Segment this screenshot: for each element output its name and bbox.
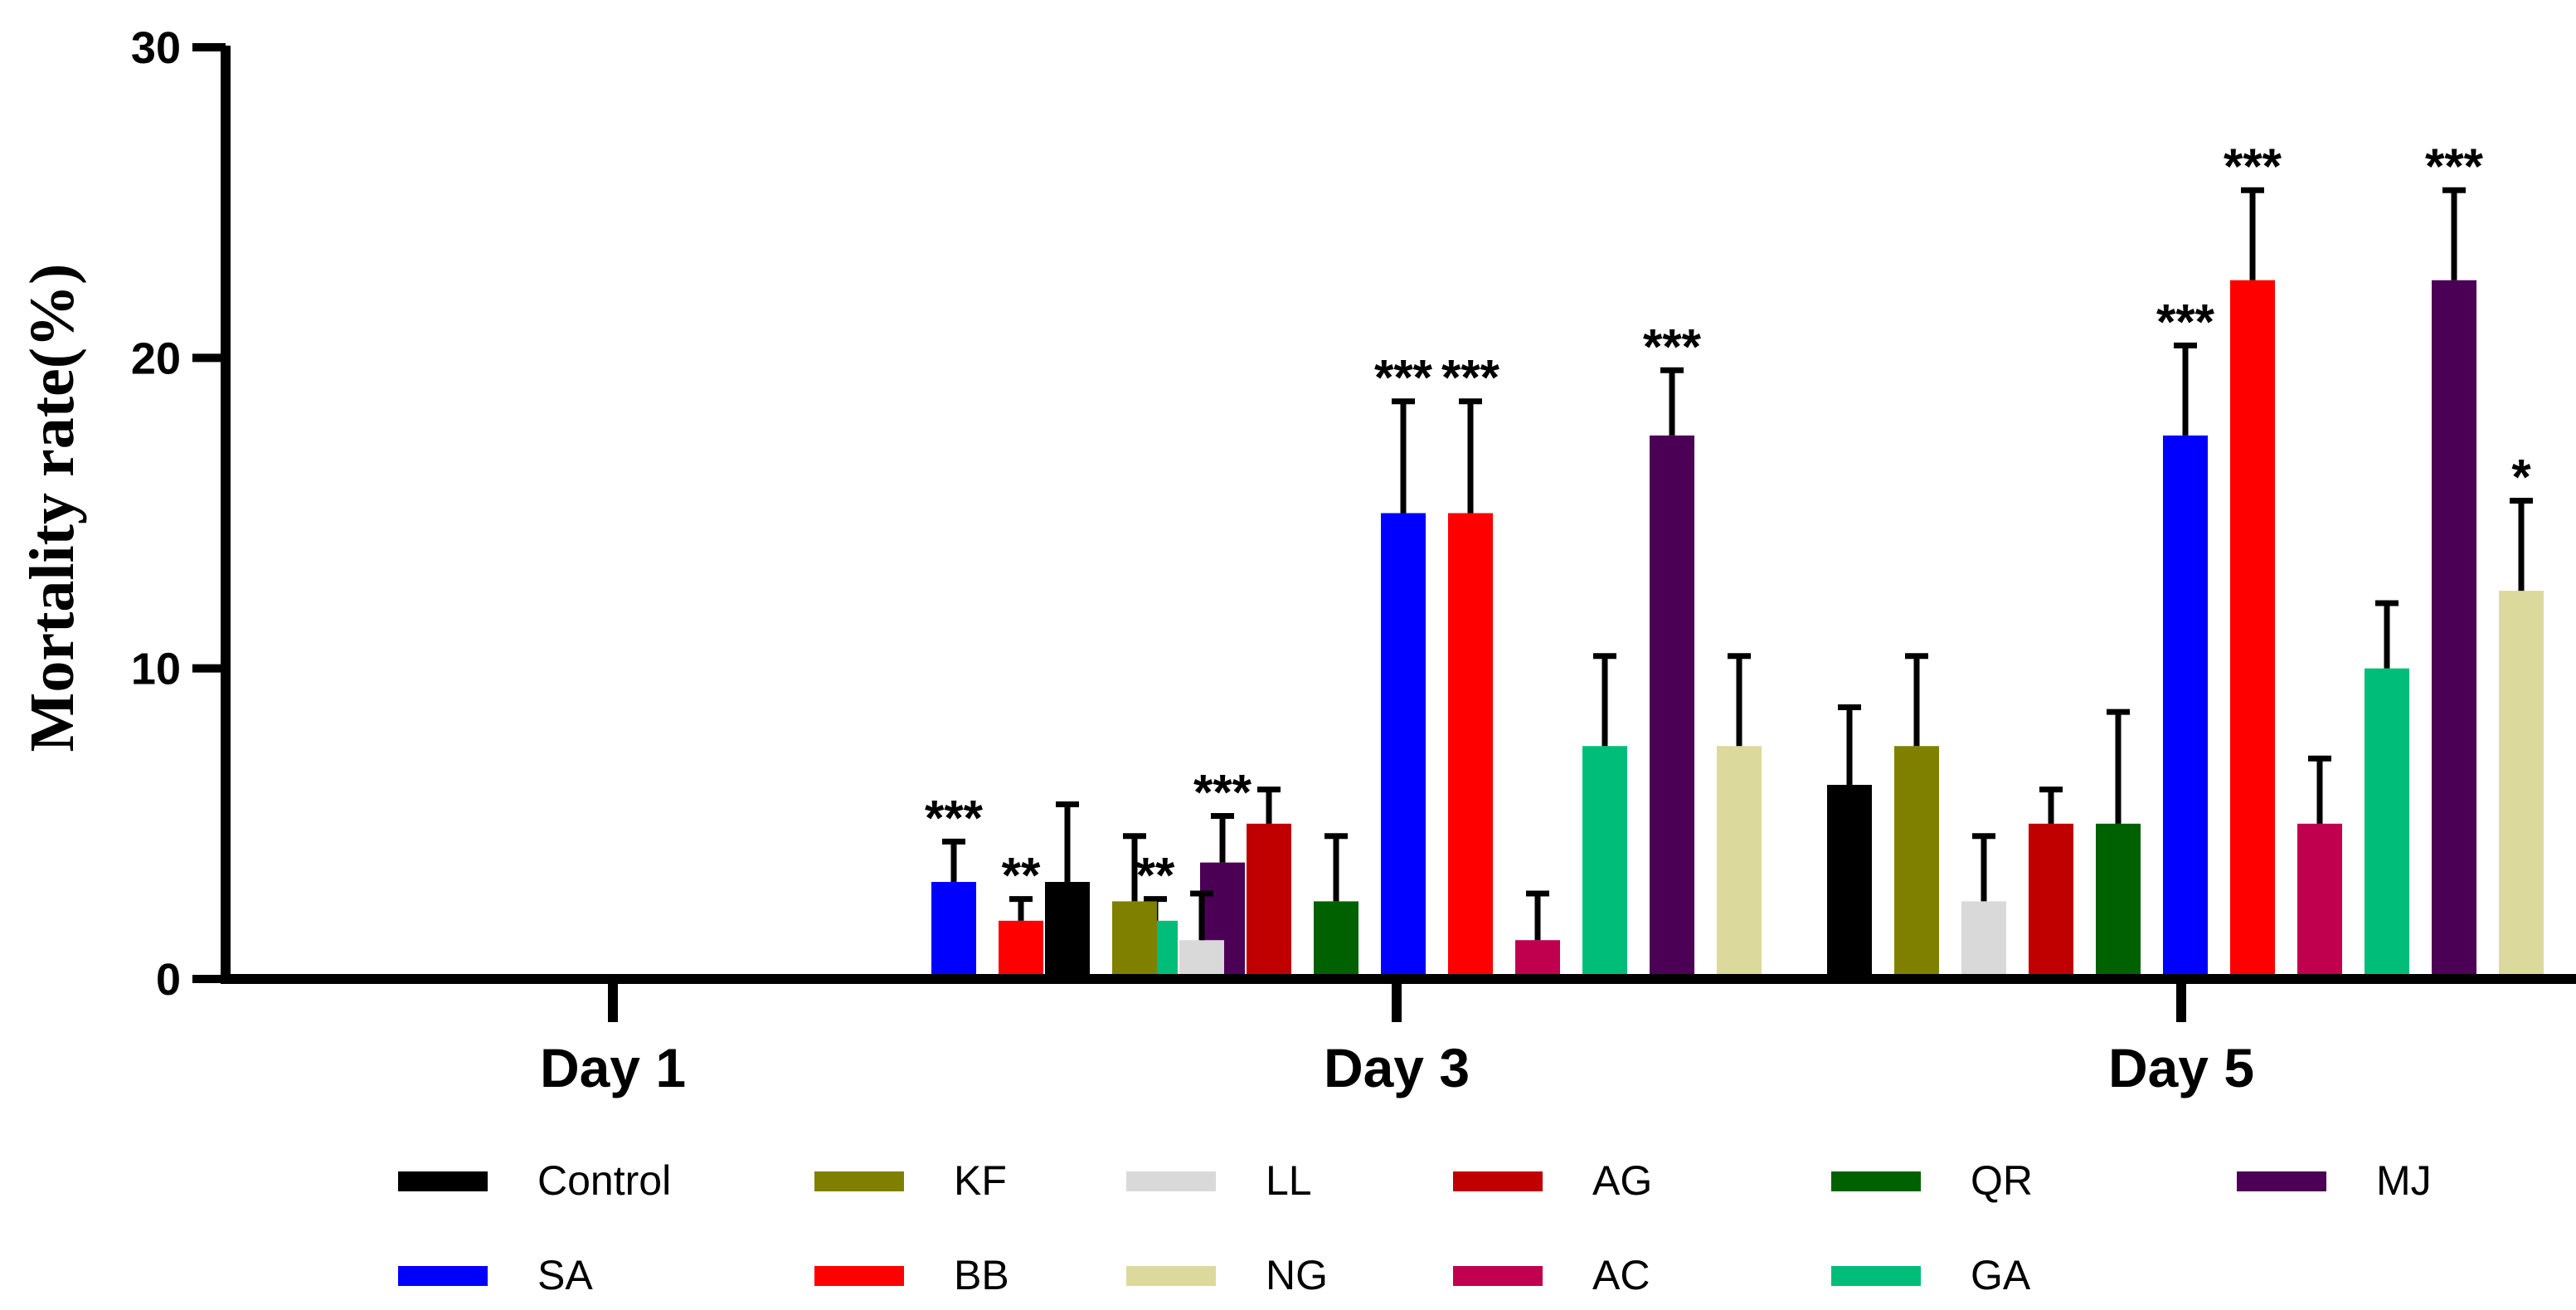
legend-swatch xyxy=(1126,1171,1216,1191)
significance-label: *** xyxy=(2224,139,2282,194)
significance-label: *** xyxy=(2156,294,2215,349)
legend-label: AG xyxy=(1592,1157,1652,1204)
y-tick-label: 10 xyxy=(131,645,181,694)
legend-label: BB xyxy=(954,1252,1009,1298)
legend-swatch xyxy=(1453,1171,1543,1191)
significance-label: *** xyxy=(1374,350,1433,406)
bar xyxy=(2096,823,2141,974)
bar xyxy=(2029,823,2073,974)
y-tick-label: 30 xyxy=(131,23,181,73)
bar xyxy=(1112,901,1157,974)
legend-swatch xyxy=(814,1171,904,1191)
bar xyxy=(2365,668,2409,974)
x-tick-label: Day 1 xyxy=(540,1037,686,1098)
y-tick-label: 20 xyxy=(131,334,181,383)
bar xyxy=(1515,940,1560,974)
legend-swatch xyxy=(398,1171,488,1191)
significance-label: * xyxy=(2511,450,2531,505)
legend-swatch xyxy=(398,1266,488,1286)
bar xyxy=(2499,591,2544,974)
legend-swatch xyxy=(1831,1171,1921,1191)
bar xyxy=(2230,280,2275,974)
bar xyxy=(1045,882,1090,974)
significance-label: *** xyxy=(925,790,984,845)
bar xyxy=(1448,513,1493,974)
legend: Control KF LL AG QR MJ SA BB NG AC GA xyxy=(398,1157,2432,1298)
bar xyxy=(1582,746,1627,974)
legend-label: GA xyxy=(1971,1252,2031,1298)
bar xyxy=(999,920,1043,974)
y-tick-label: 0 xyxy=(156,955,181,1005)
bar xyxy=(2297,823,2342,974)
legend-label: Control xyxy=(537,1157,671,1204)
bar xyxy=(1247,823,1291,974)
legend-swatch xyxy=(2237,1171,2326,1191)
legend-swatch xyxy=(1831,1266,1921,1286)
x-tick-label: Day 5 xyxy=(2108,1037,2254,1098)
legend-label: MJ xyxy=(2376,1157,2432,1204)
significance-label: *** xyxy=(1643,319,1702,374)
bar xyxy=(1827,785,1872,974)
legend-label: AC xyxy=(1592,1252,1650,1298)
legend-swatch xyxy=(1453,1266,1543,1286)
bar xyxy=(1381,513,1426,974)
significance-label: *** xyxy=(1441,350,1500,406)
bar xyxy=(1961,901,2006,974)
significance-label: *** xyxy=(1193,764,1252,820)
legend-label: KF xyxy=(954,1157,1007,1204)
legend-label: NG xyxy=(1266,1252,1328,1298)
legend-swatch xyxy=(814,1266,904,1286)
bar xyxy=(931,882,976,974)
significance-label: *** xyxy=(2425,139,2484,194)
significance-label: ** xyxy=(1002,848,1041,903)
legend-label: SA xyxy=(537,1252,593,1298)
y-axis-label: Mortality rate(%) xyxy=(17,264,87,752)
x-tick-label: Day 3 xyxy=(1324,1037,1470,1098)
bar xyxy=(1314,901,1358,974)
bar xyxy=(2432,280,2476,974)
bar xyxy=(1650,435,1694,974)
legend-swatch xyxy=(1126,1266,1216,1286)
legend-label: LL xyxy=(1266,1157,1312,1204)
significance-label: ** xyxy=(1136,848,1175,903)
legend-label: QR xyxy=(1971,1157,2033,1204)
bar xyxy=(1894,746,1939,974)
bar xyxy=(1717,746,1762,974)
bar xyxy=(1179,940,1224,974)
bar xyxy=(2163,435,2208,974)
